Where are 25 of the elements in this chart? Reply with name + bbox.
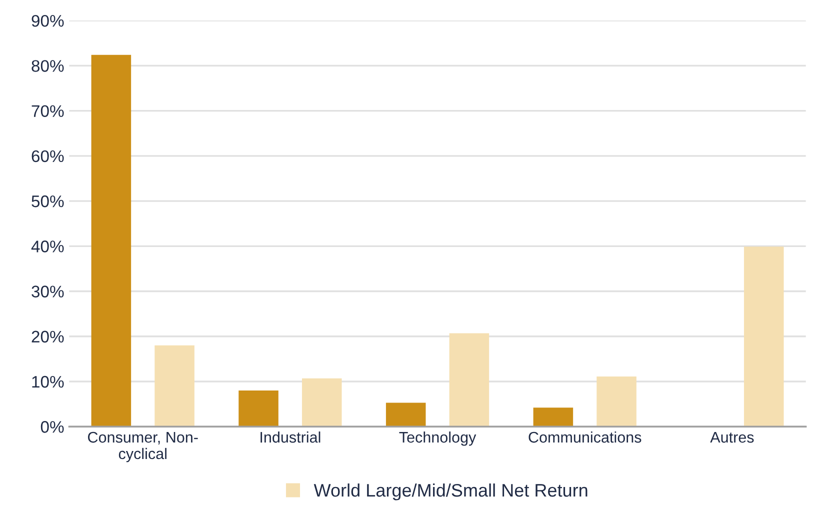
y-tick-label: 0% bbox=[40, 421, 64, 433]
y-tick-label: 90% bbox=[32, 14, 64, 27]
y-tick-label: 20% bbox=[32, 330, 64, 343]
x-tick-label: Technology bbox=[399, 431, 476, 446]
y-tick-label: 10% bbox=[32, 376, 64, 388]
y-tick-label: 40% bbox=[31, 240, 64, 252]
bar bbox=[302, 378, 342, 427]
x-tick-label: Communications bbox=[528, 431, 642, 443]
y-tick-label: 60% bbox=[32, 150, 64, 162]
bar bbox=[91, 54, 132, 427]
y-tick-label: 30% bbox=[32, 286, 64, 298]
bar bbox=[154, 345, 194, 427]
y-tick-label: 50% bbox=[32, 195, 64, 208]
bar bbox=[533, 408, 574, 427]
y-tick-label: 80% bbox=[32, 60, 64, 72]
bar bbox=[744, 246, 784, 427]
x-tick-label: Industrial bbox=[260, 431, 320, 443]
y-tick-label: 70% bbox=[32, 105, 64, 117]
x-tick-label: Consumer, Non- cyclical bbox=[88, 432, 198, 462]
legend-label: World Large/Mid/Small Net Return bbox=[314, 483, 588, 500]
bar bbox=[449, 333, 490, 427]
bar bbox=[386, 402, 426, 427]
x-tick-label: Autres bbox=[710, 432, 754, 443]
bar bbox=[238, 390, 278, 427]
bar bbox=[596, 376, 636, 427]
